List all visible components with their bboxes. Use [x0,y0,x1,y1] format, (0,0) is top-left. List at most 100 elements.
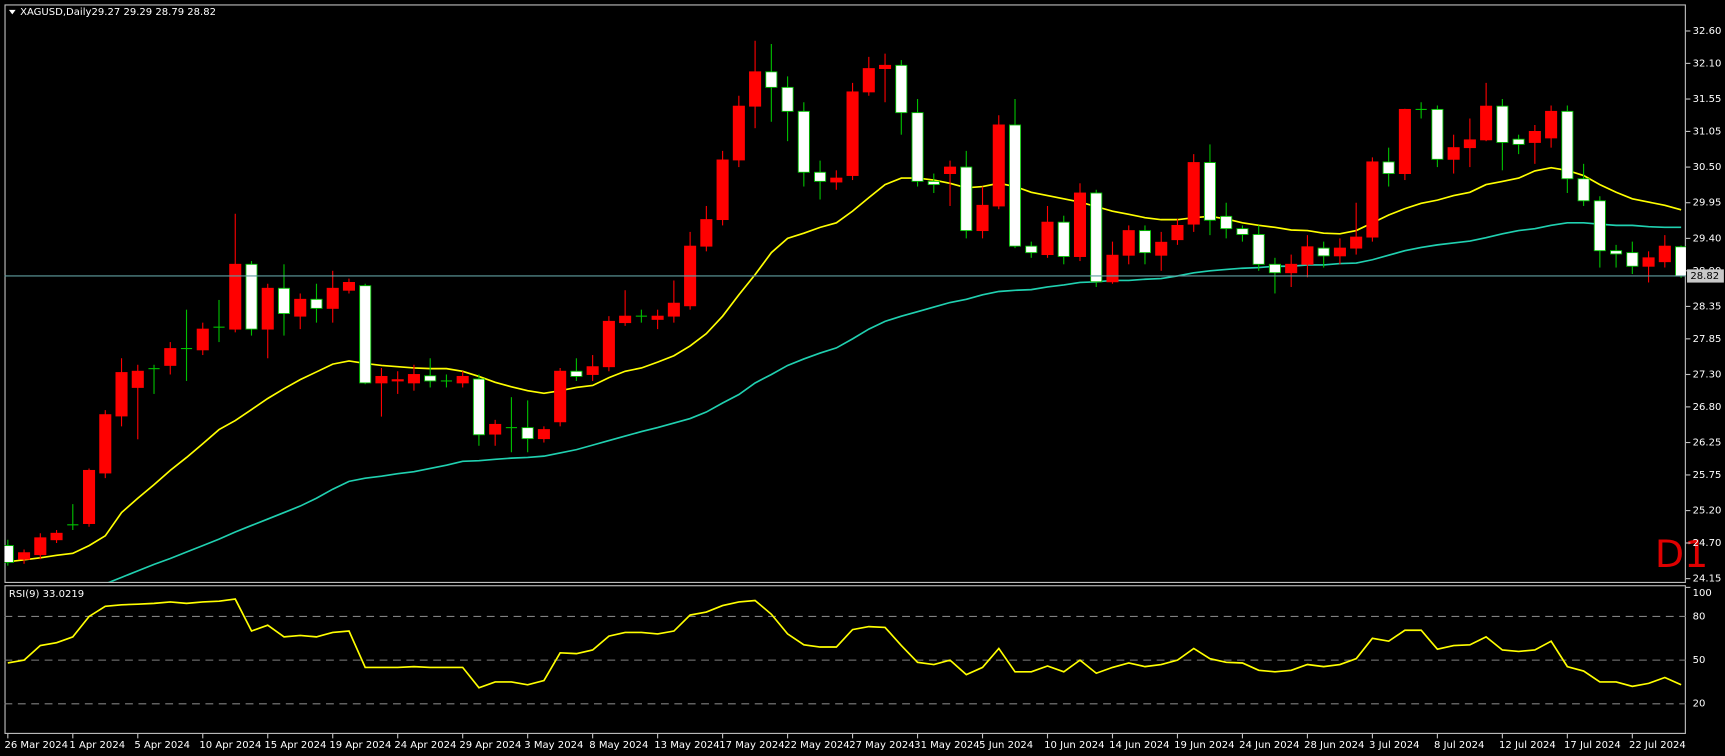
x-tick-label: 15 Apr 2024 [264,740,326,751]
y-tick-label: 25.20 [1693,506,1722,517]
candle-body [1285,263,1298,274]
candle-body [1366,161,1379,238]
y-tick-label: 24.70 [1693,538,1722,549]
candle-body [1073,192,1087,257]
candle-body [651,315,664,320]
candle-body [1626,252,1639,267]
y-tick-label: 32.60 [1693,26,1722,37]
y-tick-label: 80 [1693,612,1706,623]
candle-body [521,427,534,440]
y-tick-label: 26.25 [1693,438,1722,449]
y-tick-label: 50 [1693,655,1706,666]
candle-body [310,298,323,309]
candle-body [570,370,583,377]
candle-body [1350,236,1363,249]
candle-body [229,263,242,330]
candle-body [960,166,973,232]
x-tick-label: 31 May 2024 [914,740,979,751]
candle-body [700,219,713,247]
candle-body [537,429,550,440]
candle-body [667,302,680,317]
y-tick-label: 26.80 [1693,402,1722,413]
candle-body [781,86,794,112]
candle-body [1187,162,1200,225]
candle-body [862,68,875,93]
candle-body [277,287,291,314]
y-tick-label: 100 [1693,588,1712,599]
y-tick-label: 32.10 [1693,58,1722,69]
candle-body [1090,192,1103,283]
candle-body [1122,230,1135,256]
x-tick-label: 28 Jun 2024 [1304,740,1364,751]
candle-body [1252,234,1265,265]
candle-body [294,298,307,317]
candle-body [895,64,908,114]
candle-body [716,159,729,221]
candle-body [1008,124,1022,247]
candle-body [489,423,502,435]
x-tick-label: 19 Apr 2024 [329,740,391,751]
x-tick-label: 26 Mar 2024 [4,740,68,751]
x-tick-label: 10 Apr 2024 [199,740,261,751]
y-tick-label: 25.75 [1693,470,1722,481]
candle-body [375,375,388,384]
last-price-box [1687,269,1724,283]
candle-body [131,370,144,388]
timeframe-label: D1 [1655,532,1708,576]
candle-body [830,177,843,183]
candle-body [407,374,420,384]
candle-body [18,552,31,560]
candle-body [1545,110,1558,139]
candle-body [1171,224,1184,241]
x-tick-label: 3 May 2024 [524,740,583,751]
candle-body [797,110,810,173]
candle-body [1431,108,1444,160]
moving-average-line [108,222,1682,582]
x-tick-label: 8 May 2024 [589,740,648,751]
candle-body [1496,105,1509,143]
chart-title: XAGUSD,Daily [20,7,91,18]
candle-body [1610,250,1623,255]
candle-body [34,537,47,556]
candle-body [1333,247,1346,257]
y-tick-label: 27.85 [1693,334,1722,345]
x-tick-label: 19 Jun 2024 [1174,740,1234,751]
candle-body [1561,110,1574,180]
x-tick-label: 24 Jun 2024 [1239,740,1299,751]
candle-body [391,379,404,382]
x-tick-label: 13 May 2024 [654,740,719,751]
candle-body [472,378,485,436]
y-tick-label: 29.95 [1693,198,1722,209]
candle-body [911,112,924,182]
y-tick-label: 20 [1693,699,1706,710]
y-tick-label: 27.30 [1693,370,1722,381]
x-tick-label: 22 Jul 2024 [1629,740,1686,751]
candle-body [245,263,258,330]
candle-body [1155,241,1168,256]
x-tick-label: 22 May 2024 [784,740,849,751]
candle-body [1025,245,1038,254]
candle-body [1236,228,1249,235]
x-tick-label: 3 Jul 2024 [1369,740,1419,751]
rsi-line [7,598,1682,689]
x-tick-label: 17 May 2024 [719,740,784,751]
candle-body [1057,221,1070,257]
candle-body [359,285,372,384]
candle-body [1675,246,1686,277]
main-panel-frame [4,4,1686,583]
candle-body [164,348,177,366]
rsi-plot [4,598,1686,705]
candle-body [749,71,762,107]
candle-body [1398,108,1411,175]
candle-body [261,287,274,330]
candle-body [732,105,745,161]
candle-body [1480,105,1493,141]
last-price-label: 28.82 [1690,271,1719,282]
candle-body [1106,254,1119,283]
candle-body [1512,138,1525,145]
candle-body [1317,247,1330,257]
candle-body [879,64,892,70]
candle-body [456,375,469,384]
